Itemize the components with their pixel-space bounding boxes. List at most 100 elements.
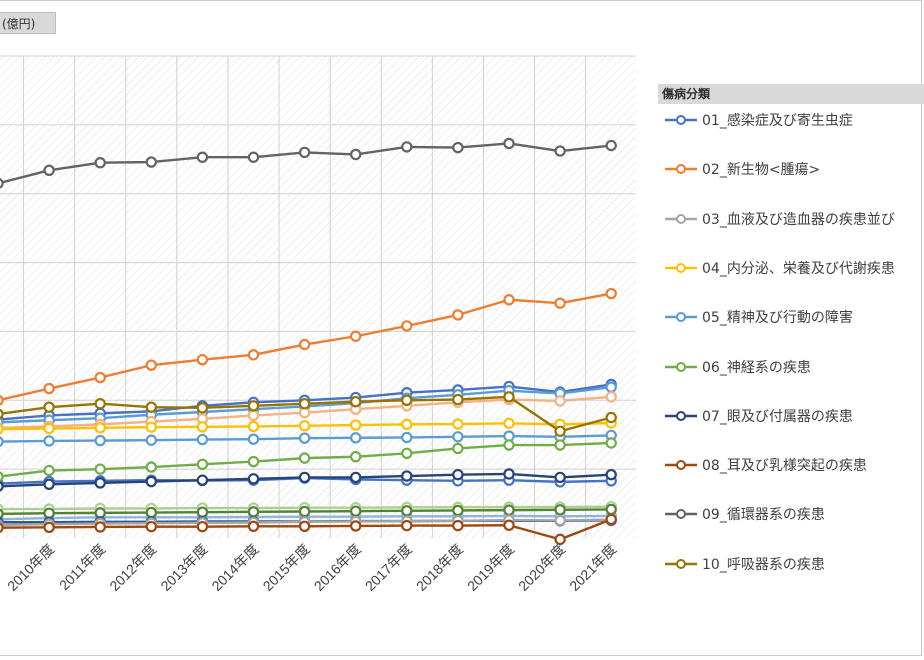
x-tick-label: 2015年度	[260, 541, 313, 594]
data-point	[452, 393, 464, 406]
legend-swatch	[665, 460, 697, 471]
data-point	[94, 371, 106, 384]
data-point	[247, 409, 260, 422]
data-point	[401, 519, 413, 532]
x-tick-label: 2017年度	[362, 541, 415, 594]
data-point	[350, 432, 362, 444]
data-point	[196, 151, 209, 163]
legend-label: 04_内分泌、栄養及び代謝疾患	[702, 260, 895, 277]
plot-area	[0, 56, 636, 538]
x-tick-label: 2019年度	[464, 541, 517, 594]
x-tick-label: 2012年度	[106, 541, 159, 594]
data-point	[196, 353, 209, 366]
data-point	[145, 359, 157, 371]
data-point	[0, 423, 4, 435]
data-point	[503, 417, 515, 430]
data-point	[94, 422, 106, 434]
data-point	[350, 471, 362, 484]
data-point	[350, 148, 362, 161]
legend-item: 02_新生物<腫瘍>	[664, 159, 924, 179]
legend-swatch	[665, 410, 697, 421]
data-point	[503, 504, 515, 516]
data-point	[247, 473, 260, 485]
data-point	[196, 458, 209, 471]
x-tick-label: 2016年度	[311, 541, 364, 594]
data-point	[0, 481, 4, 492]
data-point	[554, 533, 566, 546]
data-point	[503, 137, 515, 150]
data-point	[298, 420, 311, 432]
data-point	[43, 422, 55, 435]
data-point	[43, 435, 55, 447]
data-point	[503, 430, 515, 442]
data-point	[605, 381, 617, 393]
data-point	[452, 442, 464, 455]
data-point	[554, 514, 566, 527]
data-point	[452, 418, 464, 430]
data-point	[298, 471, 311, 484]
legend-label: 06_神経系の疾患	[702, 359, 811, 376]
data-point	[196, 474, 209, 486]
data-point	[452, 468, 464, 481]
legend-swatch	[665, 509, 697, 520]
data-point	[145, 421, 157, 433]
data-point	[605, 503, 617, 516]
data-point	[401, 141, 413, 153]
data-point	[503, 294, 515, 306]
data-point	[196, 421, 209, 433]
data-point	[0, 394, 4, 406]
data-point	[145, 401, 157, 413]
data-point	[401, 447, 413, 460]
legend-item: 05_精神及び行動の障害	[664, 307, 924, 327]
legend-item: 10_呼吸器系の疾患	[664, 554, 924, 574]
data-point	[401, 505, 413, 517]
data-point	[298, 146, 311, 159]
data-point	[503, 391, 515, 403]
data-point	[145, 156, 157, 168]
data-point	[247, 151, 260, 163]
data-point	[503, 519, 515, 531]
data-point	[94, 157, 106, 169]
legend-label: 02_新生物<腫瘍>	[702, 162, 821, 179]
series-2	[0, 287, 617, 406]
series-8	[0, 513, 617, 546]
data-point	[401, 470, 413, 482]
legend-item: 08_耳及び乳様突起の疾患	[664, 455, 924, 475]
data-point	[554, 504, 566, 516]
data-point	[145, 475, 157, 488]
legend-label: 09_循環器系の疾患	[702, 507, 825, 524]
series-9	[0, 137, 617, 189]
data-point	[605, 139, 617, 152]
series-6	[0, 437, 617, 483]
x-tick-label: 2020年度	[515, 541, 568, 594]
legend-swatch	[665, 164, 697, 175]
y-axis-unit-label: (億円)	[0, 12, 56, 34]
data-point	[43, 521, 55, 534]
data-point	[298, 398, 311, 410]
data-point	[43, 164, 55, 177]
data-point	[0, 508, 4, 520]
legend-item: 04_内分泌、栄養及び代謝疾患	[664, 258, 924, 278]
x-tick-label: 2018年度	[413, 541, 466, 594]
series-10	[0, 391, 617, 437]
data-point	[0, 471, 4, 483]
data-point	[605, 391, 617, 403]
data-point	[554, 395, 566, 407]
data-point	[298, 520, 311, 532]
data-point	[554, 439, 566, 451]
data-point	[145, 520, 157, 533]
data-point	[196, 402, 209, 414]
data-point	[298, 406, 311, 419]
legend-swatch	[665, 115, 697, 125]
legend-swatch	[665, 361, 697, 372]
data-point	[94, 463, 106, 475]
data-point	[401, 320, 413, 332]
legend-item: 06_神経系の疾患	[664, 357, 924, 377]
data-point	[350, 395, 362, 408]
data-point	[43, 507, 55, 519]
data-point	[196, 506, 209, 518]
data-point	[350, 330, 362, 342]
data-point	[452, 141, 464, 154]
data-point	[247, 349, 260, 361]
